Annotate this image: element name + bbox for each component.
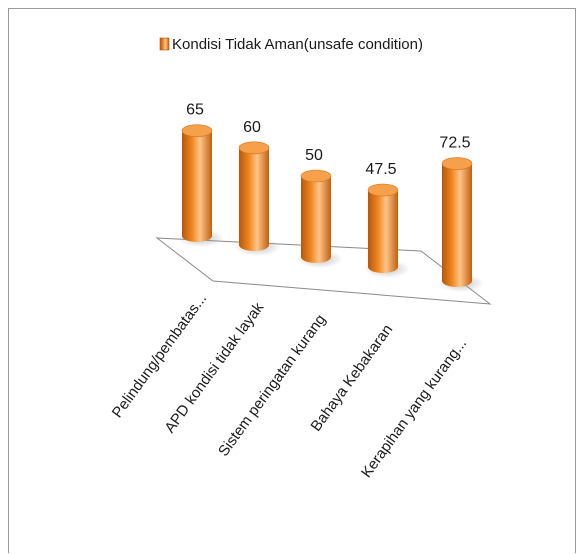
bar-5 bbox=[438, 157, 484, 292]
category-labels: Pelindung/pembatas...APD kondisi tidak l… bbox=[109, 290, 470, 481]
legend-swatch bbox=[159, 37, 170, 51]
bar-top bbox=[238, 141, 270, 155]
bar-body bbox=[368, 190, 398, 273]
legend-label: Kondisi Tidak Aman(unsafe condition) bbox=[172, 36, 423, 53]
bar-1 bbox=[178, 124, 224, 247]
bar-body bbox=[239, 147, 269, 251]
bar-top bbox=[367, 183, 399, 197]
value-label-2: 60 bbox=[243, 119, 261, 136]
bar-3 bbox=[297, 169, 343, 268]
legend: Kondisi Tidak Aman(unsafe condition) bbox=[159, 36, 423, 53]
value-label-5: 72.5 bbox=[439, 135, 470, 152]
value-label-4: 47.5 bbox=[365, 161, 396, 178]
bar-body bbox=[442, 163, 472, 287]
chart-floor bbox=[155, 237, 492, 305]
bar-top bbox=[441, 157, 473, 170]
category-label-4: Bahaya Kebakaran bbox=[307, 321, 396, 434]
bar-4 bbox=[364, 183, 410, 278]
bar-2 bbox=[235, 141, 281, 256]
bar-top bbox=[181, 124, 213, 137]
bar-body bbox=[182, 130, 212, 242]
value-labels: 65 60 50 47.5 72.5 bbox=[186, 102, 471, 178]
value-label-3: 50 bbox=[305, 147, 323, 164]
bars bbox=[178, 124, 484, 292]
value-label-1: 65 bbox=[186, 102, 204, 119]
bar-top bbox=[300, 169, 332, 183]
bar-body bbox=[301, 176, 331, 263]
